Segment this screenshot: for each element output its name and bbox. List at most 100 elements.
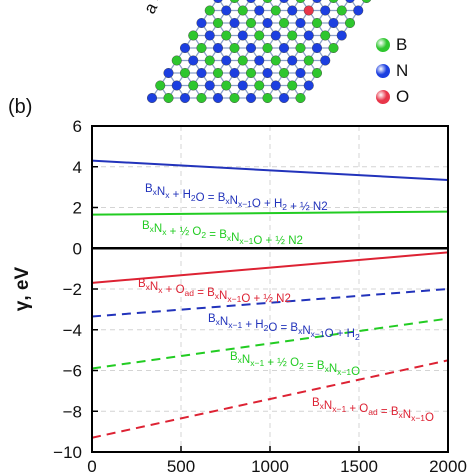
legend-swatch-b bbox=[376, 38, 390, 52]
lattice-atom-B bbox=[212, 18, 223, 29]
y-axis-label: γ, eV bbox=[12, 266, 33, 311]
lattice-atom-B bbox=[287, 30, 298, 41]
lattice-atom-N bbox=[254, 5, 265, 16]
lattice-atom-B bbox=[188, 30, 199, 41]
lattice-atom-B bbox=[270, 5, 281, 16]
lattice-atom-B bbox=[237, 5, 248, 16]
series-label-6: BxNx−1 + Oad = BxNx−1O bbox=[312, 397, 434, 424]
lattice-structure bbox=[146, 0, 372, 103]
series-line-1 bbox=[91, 159, 449, 181]
lattice-atom-N bbox=[163, 67, 174, 78]
lattice-atom-B bbox=[163, 92, 174, 103]
lattice-atom-N bbox=[188, 55, 199, 66]
legend-label-b: B bbox=[396, 35, 408, 54]
lattice-atom-B bbox=[179, 67, 190, 78]
x-tick-label: 2000 bbox=[429, 457, 467, 474]
lattice-atom-N bbox=[213, 0, 223, 3]
lattice-atom-B bbox=[171, 55, 182, 66]
lattice-atom-N bbox=[221, 55, 232, 66]
lattice-atom-N bbox=[237, 80, 248, 91]
lattice-atom-N bbox=[287, 5, 298, 16]
series-label-4: BxNx−1 + H2O = BxNx−1O + H2 bbox=[208, 313, 360, 342]
lattice-atom-B bbox=[188, 80, 199, 91]
lattice-atom-N bbox=[246, 0, 256, 3]
lattice-atom-N bbox=[212, 92, 223, 103]
lattice-atom-N bbox=[312, 43, 323, 54]
lattice-atom-B bbox=[212, 67, 223, 78]
lattice-atom-N bbox=[237, 30, 248, 41]
lattice-atom-N bbox=[295, 18, 306, 29]
lattice-atom-N bbox=[270, 30, 281, 41]
y-tick-label: −6 bbox=[63, 362, 82, 381]
series-label-1: BxNx + H2O = BxNx−1O + H2 + ½ N2 bbox=[145, 183, 328, 213]
lattice-atom-N bbox=[295, 67, 306, 78]
lattice-atom-N bbox=[328, 18, 339, 29]
y-tick-label: 2 bbox=[73, 199, 82, 218]
lattice-atom-B bbox=[237, 55, 248, 66]
x-tick-label: 1500 bbox=[340, 457, 378, 474]
y-tick-label: 6 bbox=[73, 117, 82, 136]
lattice-atom-B bbox=[345, 18, 356, 29]
lattice-atom-N bbox=[303, 80, 314, 91]
series-line-3 bbox=[91, 251, 449, 284]
legend-swatch-n bbox=[376, 64, 390, 78]
lattice-atom-B bbox=[361, 0, 372, 3]
lattice-atom-B bbox=[254, 30, 265, 41]
lattice-atom-N bbox=[320, 55, 331, 66]
lattice-atom-N bbox=[287, 55, 298, 66]
lattice-atom-B bbox=[221, 30, 232, 41]
lattice-atom-B bbox=[295, 43, 306, 54]
y-tick-label: −10 bbox=[53, 443, 82, 462]
lattice-atom-B bbox=[245, 18, 256, 29]
lattice-atom-B bbox=[262, 0, 273, 3]
lattice-atom-B bbox=[204, 5, 215, 16]
lattice-atom-N bbox=[262, 67, 273, 78]
lattice-atom-B bbox=[328, 0, 339, 3]
x-tick-label: 500 bbox=[167, 457, 195, 474]
lattice-atom-O bbox=[303, 5, 314, 16]
y-tick-label: 0 bbox=[73, 239, 82, 258]
lattice-atom-N bbox=[303, 30, 314, 41]
lattice-atom-B bbox=[155, 80, 166, 91]
lattice-atom-B bbox=[196, 43, 207, 54]
lattice-atom-B bbox=[204, 55, 215, 66]
lattice-atom-B bbox=[229, 43, 240, 54]
x-tick-label: 0 bbox=[87, 457, 96, 474]
lattice-atom-B bbox=[229, 0, 240, 3]
lattice-atom-N bbox=[146, 92, 157, 103]
series-label-5: BxNx−1 + ½ O2 = BxNx−1O bbox=[230, 351, 360, 378]
lattice-atom-B bbox=[262, 43, 273, 54]
lattice-atom-N bbox=[171, 80, 182, 91]
series-label-3: BxNx + Oad = BxNx−1O + ½ N2 bbox=[138, 278, 291, 305]
lattice-atom-N bbox=[204, 30, 215, 41]
lattice-atom-B bbox=[254, 80, 265, 91]
legend-swatch-o bbox=[376, 90, 390, 104]
lattice-atom-B bbox=[295, 0, 306, 3]
lattice-atom-B bbox=[312, 67, 323, 78]
lattice-atom-B bbox=[303, 55, 314, 66]
lattice-atom-B bbox=[221, 80, 232, 91]
lattice-atom-N bbox=[279, 0, 289, 3]
lattice-atom-N bbox=[254, 55, 265, 66]
lattice-atom-N bbox=[221, 5, 232, 16]
lattice-atom-N bbox=[179, 92, 190, 103]
lattice-atom-N bbox=[229, 67, 240, 78]
lattice-atom-B bbox=[279, 67, 290, 78]
lattice-atom-N bbox=[279, 92, 290, 103]
legend-label-n: N bbox=[396, 61, 409, 80]
lattice-atom-N bbox=[345, 0, 355, 3]
lattice-atom-B bbox=[312, 18, 323, 29]
lattice-atom-N bbox=[320, 5, 331, 16]
y-tick-label: −4 bbox=[63, 321, 82, 340]
lattice-atom-N bbox=[336, 30, 347, 41]
lattice-atom-B bbox=[196, 92, 207, 103]
lattice-atom-B bbox=[328, 43, 339, 54]
lattice-atom-B bbox=[295, 92, 306, 103]
lattice-atom-B bbox=[336, 5, 347, 16]
lattice-atom-N bbox=[196, 67, 207, 78]
lattice-atom-B bbox=[279, 18, 290, 29]
series-line-6 bbox=[91, 359, 449, 439]
legend-label-o: O bbox=[396, 87, 410, 106]
lattice-atom-B bbox=[320, 30, 331, 41]
